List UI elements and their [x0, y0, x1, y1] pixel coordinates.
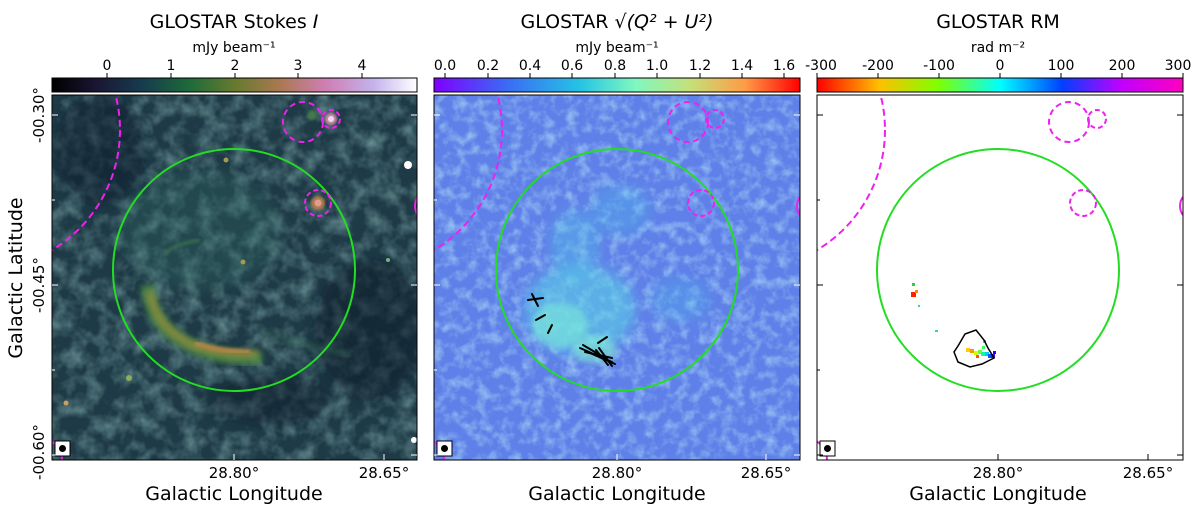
colorbar-label: mJy beam⁻¹ [192, 40, 275, 56]
x-axis-label: Galactic Longitude [145, 483, 322, 505]
colorbar: 0 1 2 3 4 [51, 58, 418, 93]
x-tick-label: 28.65° [359, 464, 409, 482]
hii-region-circle [705, 109, 725, 129]
hii-region-circle [434, 95, 503, 252]
colorbar-label: rad m⁻² [971, 40, 1025, 56]
colorbar-tick-label: 0.2 [477, 58, 499, 74]
hii-region-circle [304, 189, 332, 217]
hii-region-circle [687, 189, 715, 217]
stokes-i-image [52, 95, 417, 460]
y-axis-label: Galactic Latitude [5, 197, 27, 358]
x-tick-label: 28.80° [592, 464, 642, 482]
hii-region-circle [1087, 109, 1107, 129]
snr-circle [112, 148, 356, 392]
colorbar-ticks: 0 1 2 3 4 [103, 58, 367, 78]
colorbar-tick-label: 1.6 [773, 58, 795, 74]
hii-region-circle [817, 95, 886, 252]
colorbar-tick-label: 300 [1165, 58, 1192, 74]
axis-ticks [817, 114, 1183, 460]
colorbar-tick-label: 0 [996, 58, 1005, 74]
panel-polarized-intensity: GLOSTAR √(Q² + U²) mJy beam⁻¹ 0.0 0.2 0.4… [433, 11, 801, 505]
colorbar-tick-label: -300 [805, 58, 837, 74]
colorbar-tick-label: 100 [1048, 58, 1075, 74]
x-axis-label: Galactic Longitude [528, 483, 705, 505]
polarized-emission-contour [953, 329, 996, 368]
hii-region-circle [1069, 189, 1097, 217]
beam-icon [436, 440, 453, 457]
colorbar-ticks: 0.0 0.2 0.4 0.6 0.8 1.0 1.2 1.4 1.6 [434, 58, 795, 78]
colorbar-tick-label: 1 [167, 58, 176, 74]
y-tick-label: -00.60° [30, 424, 48, 480]
colorbar-ticks: -300 -200 -100 0 100 200 300 [805, 58, 1191, 78]
hii-region-circle [321, 109, 341, 129]
beam-icon [54, 440, 71, 457]
colorbar-tick-label: 1.2 [689, 58, 711, 74]
x-tick-label: 28.80° [209, 464, 259, 482]
panel-stokes-i: GLOSTAR Stokes I mJy beam⁻¹ 0 1 2 3 4 [30, 11, 418, 505]
panel-title: GLOSTAR Stokes I [150, 11, 319, 33]
hii-region-circle [52, 95, 121, 252]
axis-ticks [52, 114, 417, 460]
colorbar-label: mJy beam⁻¹ [575, 40, 658, 56]
polarized-intensity-image [434, 95, 800, 460]
colorbar-tick-label: 0.4 [519, 58, 541, 74]
axis-ticks [434, 114, 800, 460]
panel-title: GLOSTAR RM [936, 11, 1060, 33]
hii-region-circle [667, 101, 709, 143]
colorbar-tick-label: 1.0 [646, 58, 668, 74]
y-tick-label: -00.45° [30, 257, 48, 313]
colorbar-tick-label: 0.0 [434, 58, 456, 74]
beam-icon [819, 440, 836, 457]
colorbar: 0.0 0.2 0.4 0.6 0.8 1.0 1.2 1.4 1.6 [433, 58, 801, 93]
x-axis-label: Galactic Longitude [909, 483, 1086, 505]
colorbar-tick-label: -100 [923, 58, 955, 74]
colorbar-tick-label: 0 [103, 58, 112, 74]
hii-region-circle [414, 196, 417, 216]
x-tick-label: 28.65° [1123, 464, 1173, 482]
y-tick-label: -00.30° [30, 87, 48, 143]
snr-circle [876, 148, 1120, 392]
x-tick-label: 28.65° [741, 464, 791, 482]
x-tick-label: 28.80° [973, 464, 1023, 482]
colorbar-tick-label: 4 [358, 58, 367, 74]
colorbar-tick-label: 1.4 [731, 58, 753, 74]
panel-rotation-measure: GLOSTAR RM rad m⁻² -300 -200 -100 0 100 … [805, 11, 1191, 505]
colorbar: -300 -200 -100 0 100 200 300 [805, 58, 1191, 93]
colorbar-tick-label: 0.8 [604, 58, 626, 74]
rotation-measure-image [817, 95, 1183, 460]
snr-circle [495, 148, 739, 392]
colorbar-tick-label: 200 [1109, 58, 1136, 74]
colorbar-tick-label: 2 [231, 58, 240, 74]
colorbar-tick-label: -200 [862, 58, 894, 74]
panel-title: GLOSTAR √(Q² + U²) [520, 11, 713, 33]
polarization-vectors [527, 293, 616, 367]
colorbar-tick-label: 3 [294, 58, 303, 74]
colorbar-tick-label: 0.6 [561, 58, 583, 74]
hii-region-circle [1179, 195, 1183, 217]
hii-region-circle [796, 195, 800, 217]
